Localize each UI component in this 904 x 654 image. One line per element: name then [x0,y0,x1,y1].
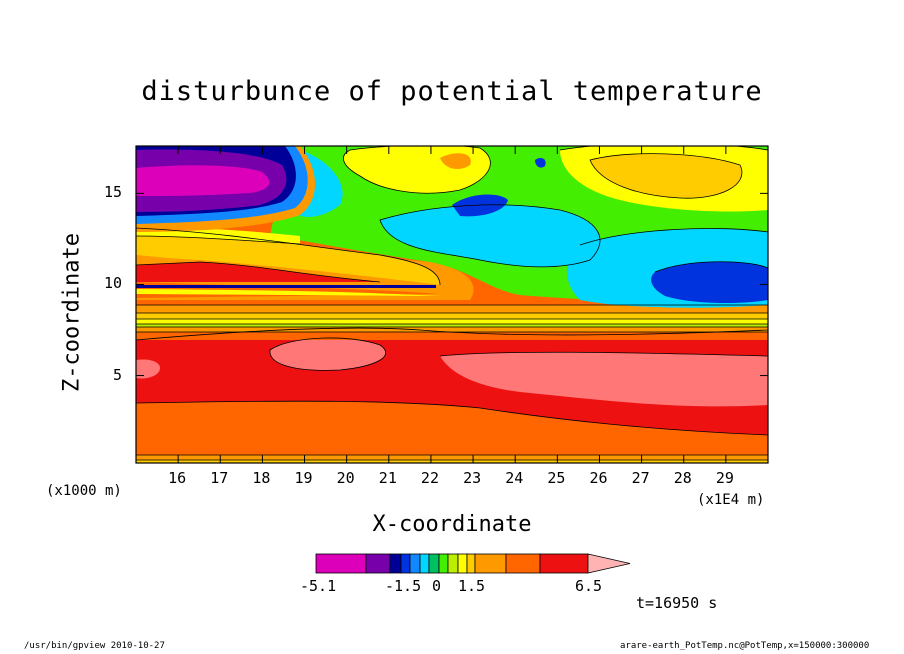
y-axis-label: Z-coordinate [59,233,85,392]
colorbar-segment [428,553,440,574]
colorbar-segment [474,553,507,574]
contour-field [136,146,768,463]
footer-left: /usr/bin/gpview 2010-10-27 [24,641,165,651]
colorbar-segment [466,553,476,574]
colorbar-segment [539,553,589,574]
colorbar-arrow [587,553,631,574]
y-tick-label: 10 [104,274,123,293]
y-axis-unit: (x1000 m) [46,483,122,499]
x-axis-ticks [177,146,727,463]
colorbar-segment [365,553,391,574]
colorbar-segment [409,553,421,574]
x-tick-label: 19 [294,469,313,487]
x-tick-label: 16 [168,469,187,487]
time-label: t=16950 s [636,594,718,612]
y-tick-label: 5 [113,365,123,384]
colorbar-segment [438,553,449,574]
x-tick-label: 27 [631,469,650,487]
x-axis-unit: (x1E4 m) [697,492,765,508]
colorbar-label: -5.1 [300,577,337,595]
colorbar-label: 0 [432,577,442,595]
y-tick-label: 15 [104,183,123,202]
footer-right: arare-earth_PotTemp.nc@PotTemp,x=150000:… [620,641,870,651]
colorbar-segment [447,553,459,574]
x-tick-label: 29 [715,469,734,487]
colorbar-segment [419,553,430,574]
x-tick-label: 18 [252,469,271,487]
colorbar-label: 6.5 [575,577,603,595]
x-axis-label: X-coordinate [372,512,532,537]
colorbar [315,553,631,574]
colorbar-segment [389,553,402,574]
x-tick-label: 22 [420,469,439,487]
x-tick-label: 17 [210,469,229,487]
x-tick-label: 21 [378,469,397,487]
x-tick-label: 24 [505,469,524,487]
colorbar-segment [400,553,411,574]
colorbar-segment [457,553,468,574]
colorbar-segment [505,553,541,574]
x-tick-label: 28 [673,469,692,487]
x-tick-label: 23 [463,469,482,487]
chart-title: disturbunce of potential temperature [141,76,763,107]
x-tick-label: 25 [547,469,566,487]
colorbar-label: 1.5 [458,577,486,595]
x-tick-label: 26 [589,469,608,487]
colorbar-segment [315,553,367,574]
y-axis-ticks [136,192,768,377]
plot-frame [135,145,769,464]
colorbar-label: -1.5 [385,577,422,595]
x-tick-label: 20 [336,469,355,487]
